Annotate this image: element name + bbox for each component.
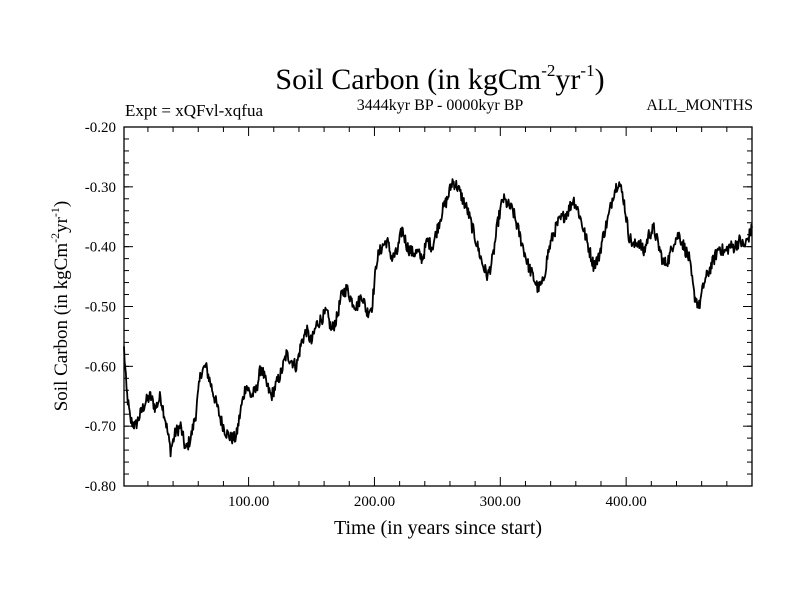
y-tick-label: -0.60 [85, 359, 116, 375]
y-axis-label: Soil Carbon (in kgCm-2yr-1) [48, 201, 72, 412]
axis-ticks: -0.80 -0.70 -0.60 -0.50 -0.40 -0.30 -0.20 100.0… [85, 120, 752, 510]
y-tick-label: -0.30 [85, 180, 116, 196]
x-tick-label: 200.00 [354, 494, 395, 510]
experiment-label: Expt = xQFvl-xqfua [125, 101, 263, 120]
y-tick-label: -0.50 [85, 300, 116, 316]
y-tick-label: -0.70 [85, 419, 116, 435]
y-tick-label: -0.20 [85, 120, 116, 136]
x-tick-label: 100.00 [228, 494, 269, 510]
x-tick-label: 300.00 [480, 494, 521, 510]
chart-title: Soil Carbon (in kgCm-2yr-1) [275, 61, 604, 96]
x-axis-label: Time (in years since start) [334, 517, 542, 539]
plot-frame [123, 126, 753, 487]
data-series [123, 178, 753, 458]
x-tick-label: 400.00 [606, 494, 647, 510]
y-tick-label: -0.80 [85, 479, 116, 495]
months-label: ALL_MONTHS [646, 97, 753, 114]
series-line-0 [123, 178, 753, 458]
time-range-label: 3444kyr BP - 0000kyr BP [357, 97, 524, 114]
y-tick-label: -0.40 [85, 240, 116, 256]
